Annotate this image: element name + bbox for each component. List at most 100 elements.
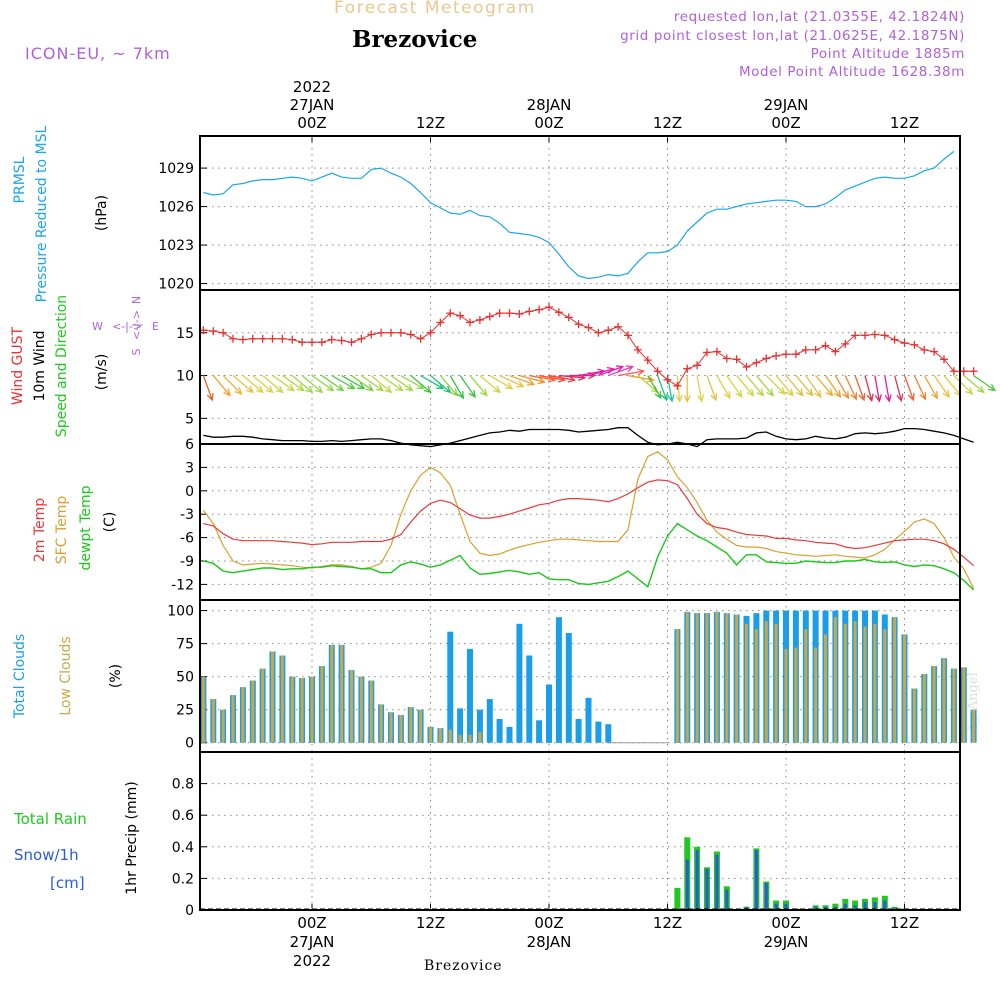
wind-arrow xyxy=(242,375,264,394)
wind-arrow xyxy=(370,375,393,394)
gust-marker xyxy=(890,335,899,344)
low-cloud-bar xyxy=(271,651,274,743)
wind-arrow xyxy=(824,375,842,399)
snow-bar xyxy=(883,900,887,910)
meteogram-title: Forecast Meteogram xyxy=(334,0,536,18)
low-cloud-bar xyxy=(735,614,739,743)
low-cloud-bar xyxy=(290,676,294,743)
gust-marker xyxy=(436,318,445,327)
wind-arrow xyxy=(834,375,850,400)
snow-bar xyxy=(725,889,729,910)
gust-marker xyxy=(229,334,237,343)
time-label-top: 2022 xyxy=(293,78,331,96)
snow-bar xyxy=(745,906,748,910)
wind-arrow xyxy=(232,375,255,394)
gust-marker xyxy=(495,309,504,318)
snow-bar xyxy=(715,854,719,910)
wind-arrow xyxy=(696,375,705,403)
gust-marker xyxy=(969,367,978,376)
low-cloud-bar xyxy=(774,623,778,743)
wind-arrow xyxy=(864,375,874,403)
wind-arrow xyxy=(746,375,765,397)
y-tick-label: 1029 xyxy=(158,161,194,177)
gust-marker xyxy=(574,320,583,329)
gust-marker xyxy=(416,334,425,343)
gust-marker xyxy=(633,345,642,354)
pressure-line xyxy=(203,150,955,280)
total-cloud-bar xyxy=(575,719,582,743)
point-altitude: Point Altitude 1885m xyxy=(810,46,965,62)
gust-marker xyxy=(219,328,228,337)
compass-arrow-v: <-|-> xyxy=(130,310,143,340)
gust-marker xyxy=(693,361,702,370)
pressure-unit: (hPa) xyxy=(94,195,110,231)
gust-marker xyxy=(535,305,544,314)
low-cloud-bar xyxy=(745,623,748,743)
y-tick-label: 0.8 xyxy=(172,777,194,793)
panel-border xyxy=(199,289,961,445)
gust-marker xyxy=(288,335,297,344)
gust-marker xyxy=(949,367,958,376)
low-cloud-bar xyxy=(962,667,966,743)
gust-marker xyxy=(673,381,682,390)
gust-marker xyxy=(594,328,603,337)
panel-border xyxy=(199,751,961,911)
sfc-temp-line xyxy=(202,451,975,589)
footer-station: Brezovice xyxy=(424,958,503,974)
total-cloud-bar xyxy=(457,708,464,743)
time-label-bottom: 00Z xyxy=(771,914,800,932)
y-tick-label: 1020 xyxy=(158,277,194,293)
low-cloud-bar xyxy=(903,634,906,743)
wind-arrow xyxy=(736,375,755,397)
time-label-top: 27JAN xyxy=(290,96,335,114)
wind-speed-line xyxy=(203,427,974,448)
gust-marker xyxy=(456,311,465,320)
time-label-top: 12Z xyxy=(416,114,445,132)
low-cloud-bar xyxy=(429,726,432,743)
gust-marker xyxy=(367,330,376,339)
wind-arrow xyxy=(390,375,414,392)
low-cloud-bar xyxy=(409,707,413,743)
total-cloud-bar xyxy=(467,648,473,743)
dewpt-line xyxy=(203,522,975,591)
wind-arrow xyxy=(410,375,432,394)
wind-unit: (m/s) xyxy=(94,354,110,391)
y-tick-label: 0 xyxy=(185,903,194,919)
gust-marker xyxy=(821,341,830,350)
wind-arrow xyxy=(683,375,691,404)
gust-marker xyxy=(406,330,415,339)
low-cloud-bar xyxy=(399,715,403,743)
wind-arrow xyxy=(252,375,274,394)
wind-arrow xyxy=(844,375,857,401)
y-tick-label: 15 xyxy=(176,326,194,342)
gust-marker xyxy=(505,309,514,318)
low-cloud-bar xyxy=(478,732,482,743)
wind-arrow xyxy=(202,375,214,402)
temp-2m-line xyxy=(203,479,974,567)
snow-bar xyxy=(824,906,827,910)
gust-marker xyxy=(426,328,435,337)
time-label-top: 00Z xyxy=(771,114,800,132)
wind-arrow xyxy=(953,375,974,395)
low-cloud-bar xyxy=(794,647,798,743)
gust-marker xyxy=(801,345,810,354)
low-cloud-bar xyxy=(201,676,205,743)
gust-marker xyxy=(851,331,860,340)
low-cloud-bar xyxy=(359,676,363,743)
total-cloud-bar xyxy=(546,684,552,743)
gust-marker xyxy=(485,312,494,321)
low-cloud-bar xyxy=(330,644,334,743)
gust-marker xyxy=(880,331,889,340)
gust-marker xyxy=(920,345,929,354)
low-cloud-bar xyxy=(952,668,956,743)
total-cloud-bar xyxy=(506,726,513,743)
total-cloud-bar xyxy=(447,631,454,743)
dewpt-label: dewpt Temp xyxy=(78,485,94,570)
time-label-bottom: 00Z xyxy=(297,914,326,932)
wind-arrow xyxy=(854,375,866,402)
gust-marker xyxy=(209,327,218,336)
time-label-top: 12Z xyxy=(890,114,919,132)
wind-label: 10m Wind xyxy=(32,330,48,401)
wind-arrow xyxy=(647,375,662,400)
y-tick-label: 0.2 xyxy=(172,871,194,887)
